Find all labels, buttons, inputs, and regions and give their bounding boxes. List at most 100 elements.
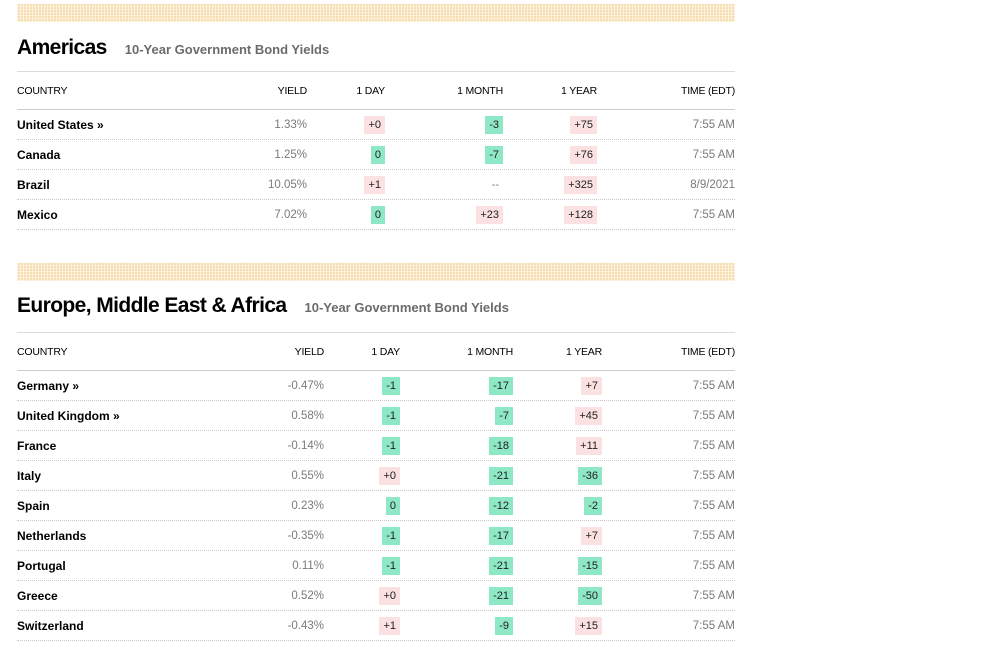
one-year-change: +325	[17, 170, 597, 199]
yield-value: 0.23%	[291, 499, 324, 512]
time-value: 7:55 AM	[692, 619, 735, 632]
section-header: Europe, Middle East & Africa 10-Year Gov…	[17, 294, 735, 324]
one-day-change-badge: +0	[379, 466, 400, 485]
one-day-change: +0	[17, 110, 385, 139]
one-year-change: +11	[17, 431, 602, 460]
table-row: Spain 0.23% 0 -12 -2 7:55 AM	[17, 491, 735, 521]
one-day-change-badge: -1	[382, 556, 400, 575]
one-year-change-badge: -15	[578, 556, 602, 575]
one-day-change: 0	[17, 140, 385, 169]
one-month-change-badge: --	[491, 178, 499, 191]
one-day-change-badge: +0	[364, 115, 385, 134]
country-link[interactable]: United Kingdom »	[17, 408, 120, 423]
one-month-change: -21	[17, 551, 513, 580]
yield-value: -0.43%	[287, 619, 324, 632]
one-month-change-badge: -18	[489, 436, 513, 455]
header-rule	[17, 71, 735, 72]
section-divider	[17, 263, 735, 281]
one-month-change-badge: -7	[495, 406, 513, 425]
one-year-change: +45	[17, 401, 602, 430]
one-year-change-badge: +11	[576, 436, 602, 455]
section-title: Americas	[17, 36, 107, 59]
yield-value: 0.11%	[292, 559, 324, 572]
table-row: Portugal 0.11% -1 -21 -15 7:55 AM	[17, 551, 735, 581]
yield-value: 0.55%	[291, 469, 324, 482]
table-row: Canada 1.25% 0 -7 +76 7:55 AM	[17, 140, 735, 170]
time-value: 7:55 AM	[692, 148, 735, 161]
one-year-change: +75	[17, 110, 597, 139]
one-month-change: -18	[17, 431, 513, 460]
time-value: 7:55 AM	[692, 208, 735, 221]
one-day-change-badge: +0	[379, 586, 400, 605]
table-row: United Kingdom » 0.58% -1 -7 +45 7:55 AM	[17, 401, 735, 431]
col-time: TIME (EDT)	[681, 84, 735, 97]
country-link[interactable]: Germany »	[17, 378, 80, 393]
one-month-change-badge: -17	[489, 526, 513, 545]
one-day-change-badge: 0	[370, 205, 385, 224]
one-day-change-badge: +1	[379, 616, 400, 635]
one-month-change-badge: -21	[489, 466, 513, 485]
time-value: 7:55 AM	[692, 589, 735, 602]
col-yield: YIELD	[277, 84, 308, 97]
one-month-change-badge: -9	[495, 616, 513, 635]
table-row: Netherlands -0.35% -1 -17 +7 7:55 AM	[17, 521, 735, 551]
col-1year: 1 YEAR	[566, 345, 602, 358]
table-row: Greece 0.52% +0 -21 -50 7:55 AM	[17, 581, 735, 611]
one-month-change: -17	[17, 521, 513, 550]
one-year-change-badge: +15	[575, 616, 602, 635]
one-day-change: -1	[17, 401, 400, 430]
one-day-change: +0	[17, 461, 400, 490]
one-day-change: +0	[17, 581, 400, 610]
americas-section: Americas 10-Year Government Bond Yields …	[17, 36, 735, 230]
col-yield: YIELD	[294, 345, 325, 358]
one-year-change-badge: -36	[578, 466, 602, 485]
one-year-change: -50	[17, 581, 602, 610]
section-header: Americas 10-Year Government Bond Yields	[17, 36, 735, 66]
one-month-change-badge: +23	[476, 205, 503, 224]
yield-value: 7.02%	[274, 208, 307, 221]
one-day-change: +1	[17, 611, 400, 640]
yield-value: 0.52%	[291, 589, 324, 602]
country-link: Canada	[17, 147, 61, 162]
one-month-change-badge: -3	[485, 115, 503, 134]
col-1day: 1 DAY	[356, 84, 385, 97]
time-value: 7:55 AM	[692, 409, 735, 422]
time-value: 7:55 AM	[692, 559, 735, 572]
one-day-change: -1	[17, 371, 400, 400]
col-country: COUNTRY	[17, 345, 68, 358]
one-day-change: -1	[17, 551, 400, 580]
one-day-change-badge: 0	[385, 496, 400, 515]
one-year-change-badge: -2	[584, 496, 602, 515]
table-header: COUNTRY YIELD 1 DAY 1 MONTH 1 YEAR TIME …	[17, 72, 735, 110]
table-header: COUNTRY YIELD 1 DAY 1 MONTH 1 YEAR TIME …	[17, 333, 735, 371]
table-row: France -0.14% -1 -18 +11 7:55 AM	[17, 431, 735, 461]
one-year-change-badge: +7	[581, 526, 602, 545]
time-value: 7:55 AM	[692, 469, 735, 482]
one-month-change: -7	[17, 140, 503, 169]
section-subtitle: 10-Year Government Bond Yields	[304, 300, 509, 315]
one-year-change-badge: +75	[570, 115, 597, 134]
country-link: Mexico	[17, 207, 58, 222]
one-month-change: -12	[17, 491, 513, 520]
table-row: Brazil 10.05% +1 -- +325 8/9/2021	[17, 170, 735, 200]
one-year-change-badge: +76	[570, 145, 597, 164]
time-value: 7:55 AM	[692, 499, 735, 512]
yield-value: -0.35%	[287, 529, 324, 542]
one-day-change-badge: -1	[382, 376, 400, 395]
one-year-change-badge: +45	[575, 406, 602, 425]
one-month-change-badge: -12	[489, 496, 513, 515]
table-body: Germany » -0.47% -1 -17 +7 7:55 AM United King…	[17, 371, 735, 641]
time-value: 7:55 AM	[692, 118, 735, 131]
one-day-change: 0	[17, 200, 385, 229]
one-day-change-badge: -1	[382, 526, 400, 545]
table-row: Mexico 7.02% 0 +23 +128 7:55 AM	[17, 200, 735, 230]
section-divider	[17, 4, 735, 22]
col-1day: 1 DAY	[371, 345, 400, 358]
col-country: COUNTRY	[17, 84, 68, 97]
country-link[interactable]: United States »	[17, 117, 104, 132]
header-rule	[17, 332, 735, 333]
one-year-change: +76	[17, 140, 597, 169]
one-day-change: -1	[17, 431, 400, 460]
yield-value: 1.33%	[274, 118, 307, 131]
